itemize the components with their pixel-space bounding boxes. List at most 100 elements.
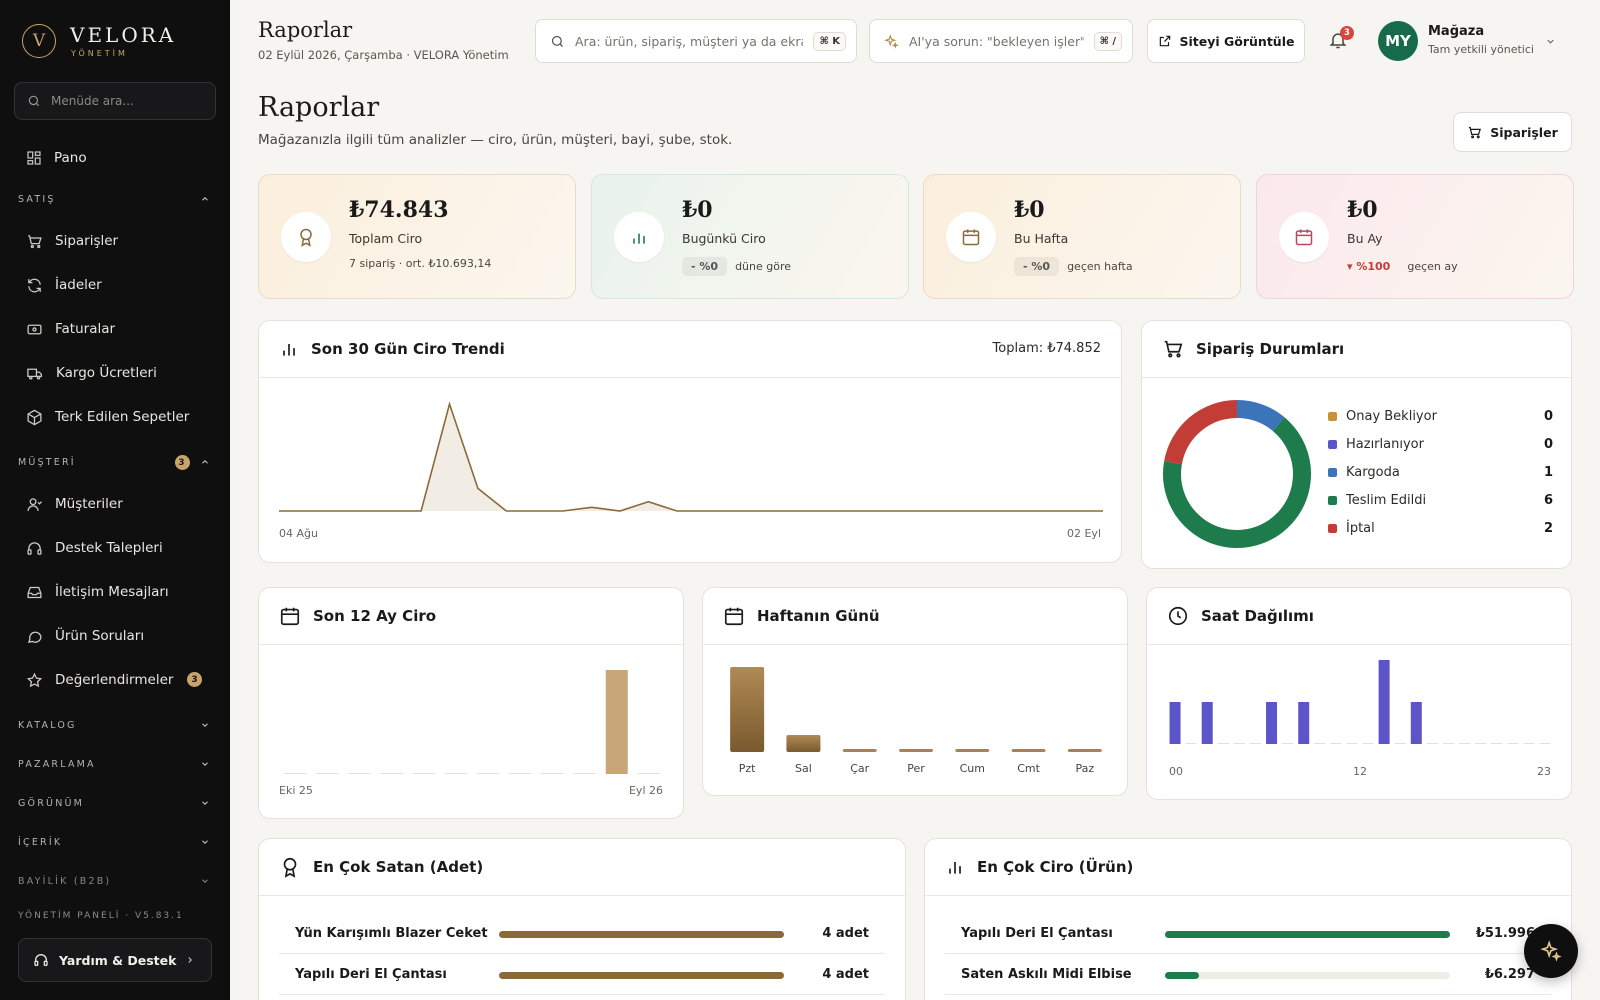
view-site-button[interactable]: Siteyi Görüntüle: [1147, 19, 1305, 63]
global-search-input[interactable]: [575, 33, 804, 49]
sidebar-item-label: Destek Talepleri: [55, 540, 163, 556]
monthly-title: Son 12 Ay Ciro: [313, 607, 437, 625]
section-badge: 3: [175, 455, 190, 470]
header-title: Raporlar: [258, 18, 353, 42]
monthly-bar-chart: [284, 670, 660, 774]
calendar-icon: [279, 605, 301, 627]
trend-total: Toplam: ₺74.852: [992, 341, 1101, 356]
section-title: GÖRÜNÜM: [18, 798, 85, 809]
legend-value: 2: [1543, 520, 1553, 536]
ranking-name: Yün Karışımlı Blazer Ceket: [295, 926, 488, 941]
chevron-down-icon: [200, 720, 210, 730]
ranking-bar: [499, 972, 784, 979]
ranking-row[interactable]: Yün Karışımlı Blazer Ceket 4 adet: [279, 914, 885, 954]
search-icon: [27, 94, 41, 108]
ranking-row[interactable]: Yapılı Deri El Çantası ₺51.996: [945, 914, 1551, 954]
sidebar-section-appearance[interactable]: GÖRÜNÜM: [0, 784, 230, 823]
sidebar-section-b2b[interactable]: BAYİLİK (B2B): [0, 862, 230, 901]
logo[interactable]: V VELORA YÖNETİM: [22, 24, 176, 58]
hourly-title: Saat Dağılımı: [1201, 607, 1314, 625]
sidebar-section-sales[interactable]: SATIŞ: [0, 180, 230, 219]
trend-line-chart: [278, 401, 1104, 512]
donut-slice: [1164, 400, 1238, 465]
ranking-name: Saten Askılı Midi Elbise: [961, 967, 1132, 982]
sidebar-section-content[interactable]: İÇERİK: [0, 823, 230, 862]
stat-change-chip: ▾ %100: [1347, 260, 1391, 273]
bar: [1426, 743, 1438, 744]
top-revenue-panel: En Çok Ciro (Ürün) Yapılı Deri El Çantas…: [924, 838, 1572, 1000]
legend-swatch: [1328, 411, 1337, 421]
sidebar-section-marketing[interactable]: PAZARLAMA: [0, 745, 230, 784]
notification-badge: 3: [1340, 26, 1354, 40]
sidebar-item-invoices[interactable]: Faturalar: [0, 307, 230, 351]
weekday-panel: Haftanın Günü Pzt Sal Çar Per Cum Cmt Paz: [702, 587, 1128, 796]
help-support-button[interactable]: Yardım & Destek: [18, 938, 212, 982]
sidebar-section-customers[interactable]: MÜŞTERİ 3: [0, 443, 230, 482]
bar: [955, 749, 990, 752]
avatar[interactable]: MY: [1378, 21, 1418, 61]
menu-search: [14, 82, 216, 120]
sidebar-item-questions[interactable]: Ürün Soruları: [0, 614, 230, 658]
ranking-bar-fill: [499, 931, 784, 938]
sidebar-item-label: Müşteriler: [55, 496, 123, 512]
sidebar-item-shipping[interactable]: Kargo Ücretleri: [0, 351, 230, 395]
top-quantity-title: En Çok Satan (Adet): [313, 858, 484, 876]
ai-shortcut: ⌘ /: [1093, 31, 1122, 51]
ranking-row[interactable]: Yapılı Deri El Çantası 4 adet: [279, 955, 885, 995]
section-title: BAYİLİK (B2B): [18, 876, 112, 887]
ai-search-input[interactable]: [909, 33, 1084, 49]
stat-value: ₺0: [1014, 197, 1045, 223]
trend-x-end: 02 Eyl: [1066, 527, 1101, 540]
chevron-right-icon: [185, 955, 195, 965]
truck-icon: [26, 365, 44, 382]
sidebar-item-returns[interactable]: İadeler: [0, 263, 230, 307]
sidebar-item-reviews[interactable]: Değerlendirmeler 3: [0, 658, 230, 702]
user-role: Tam yetkili yönetici: [1428, 43, 1534, 56]
legend-value: 1: [1543, 464, 1553, 480]
bar: [348, 773, 371, 774]
stat-meta: - %0 düne göre: [682, 257, 791, 276]
orders-button-label: Siparişler: [1490, 124, 1558, 140]
sidebar-item-dashboard[interactable]: Pano: [0, 136, 230, 180]
status-title: Sipariş Durumları: [1196, 340, 1345, 358]
chevron-down-icon: [200, 798, 210, 808]
sidebar-item-abandoned-carts[interactable]: Terk Edilen Sepetler: [0, 395, 230, 439]
sidebar-item-label: Pano: [54, 150, 87, 166]
donut-slice: [1163, 417, 1311, 548]
chevron-down-icon: [200, 876, 210, 886]
sparkle-icon: [1540, 940, 1562, 962]
ranking-row[interactable]: Saten Askılı Midi Elbise ₺6.297: [945, 955, 1551, 995]
inbox-icon: [26, 584, 43, 601]
weekday-title: Haftanın Günü: [757, 607, 880, 625]
cart-icon: [26, 233, 43, 250]
hourly-panel: Saat Dağılımı 00 12 23: [1146, 587, 1572, 800]
sidebar-item-orders[interactable]: Siparişler: [0, 219, 230, 263]
stat-change-chip: - %0: [1014, 257, 1060, 276]
bar-label: Sal: [795, 762, 812, 775]
hourly-bar-chart: [1169, 660, 1551, 744]
search-shortcut: ⌘ K: [813, 31, 846, 51]
ai-assistant-button[interactable]: [1524, 924, 1578, 978]
trend-line: [279, 401, 1103, 512]
orders-button[interactable]: Siparişler: [1453, 112, 1572, 152]
top-quantity-header: En Çok Satan (Adet): [259, 839, 905, 896]
legend-item: İptal 2: [1328, 514, 1553, 542]
reviews-badge: 3: [187, 672, 202, 687]
menu-search-input[interactable]: [51, 94, 201, 108]
ranking-value: ₺6.297: [1484, 967, 1535, 982]
version-label: YÖNETİM PANELİ · V5.83.1: [18, 911, 184, 921]
calendar-icon: [946, 212, 996, 262]
chevron-down-icon[interactable]: [1545, 36, 1556, 47]
bar: [541, 773, 564, 774]
invoice-icon: [26, 321, 43, 338]
sidebar-item-messages[interactable]: İletişim Mesajları: [0, 570, 230, 614]
view-site-label: Siteyi Görüntüle: [1179, 33, 1295, 49]
bar: [1201, 702, 1213, 744]
sidebar-item-customers[interactable]: Müşteriler: [0, 482, 230, 526]
bar: [1459, 743, 1471, 744]
sidebar-item-label: İadeler: [55, 277, 102, 293]
sidebar-section-catalog[interactable]: KATALOG: [0, 706, 230, 745]
bar: [842, 749, 877, 752]
hourly-tick-mid: 12: [1353, 765, 1367, 778]
sidebar-item-support[interactable]: Destek Talepleri: [0, 526, 230, 570]
